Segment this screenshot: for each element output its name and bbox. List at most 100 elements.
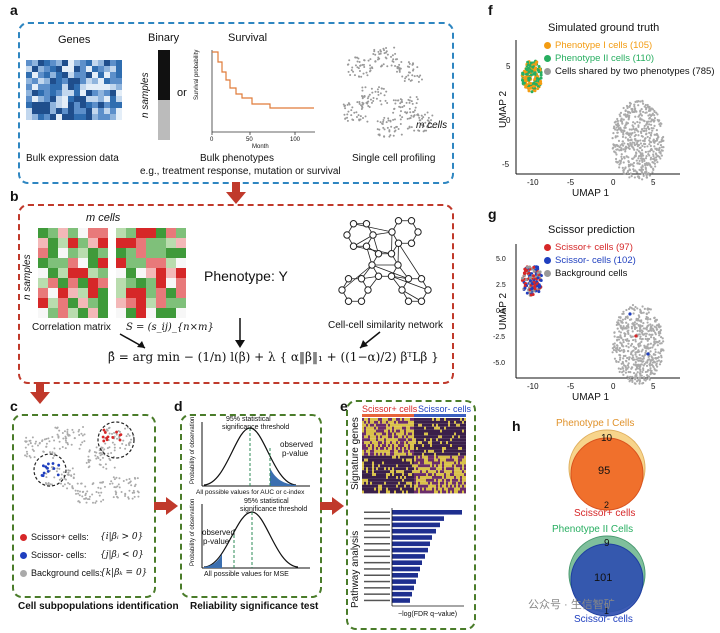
single-cell-label: Single cell profiling — [352, 153, 436, 164]
c-legend-dot — [20, 552, 27, 560]
panel-label-h: h — [512, 418, 521, 434]
c-legend-item: Background cells: {k|βₖ = 0} — [20, 568, 147, 578]
g-xtick-neg5: -5 — [567, 382, 575, 391]
f-ytick-5: 5 — [506, 62, 511, 71]
venn-bottom — [568, 535, 646, 617]
n-samples-label-a: n samples — [140, 72, 151, 118]
panel-label-e: e — [340, 398, 348, 414]
d-top-ylabel: Probability of observation — [190, 416, 196, 484]
c-legend-formula: {i|βᵢ > 0} — [100, 532, 144, 542]
f-ytick-0: 0 — [506, 116, 511, 125]
or-label: or — [177, 87, 187, 99]
legend-label: Cells shared by two phenotypes (785) — [555, 66, 715, 77]
c-legend-label: Scissor- cells: — [31, 550, 87, 560]
pathway-xlabel: −log(FDR q−value) — [398, 611, 458, 618]
signature-genes-label: Signature genes — [350, 417, 361, 490]
legend-dot — [544, 41, 551, 49]
g-ytick-neg5: -5.0 — [493, 360, 506, 367]
legend-label: Scissor+ cells (97) — [555, 242, 633, 253]
significance-plot-top — [201, 422, 310, 487]
legend-label: Phenotype I cells (105) — [555, 40, 653, 51]
scissor-tsne-plot — [24, 421, 140, 504]
binary-title: Binary — [148, 32, 180, 44]
d-top-xlabel: All possible values for AUC or c-index — [196, 489, 305, 496]
n-samples-label-b: n samples — [22, 254, 33, 300]
bulk-expression-heatmap — [26, 60, 122, 120]
panel-c-caption: Cell subpopulations identification — [18, 601, 179, 612]
arrow-d-to-e — [320, 497, 344, 515]
legend-dot — [544, 67, 551, 75]
h-bottom-title: Phenotype II Cells — [552, 524, 634, 535]
legend-dot — [544, 54, 551, 62]
d-bot-annot2: significance threshold — [240, 506, 308, 513]
single-cell-tsne — [342, 46, 434, 138]
arrow-a-to-b — [226, 182, 246, 204]
survival-curve-plot — [211, 50, 315, 135]
d-top-obs1: observed — [280, 440, 313, 449]
d-bot-obs2: p-value — [203, 537, 230, 546]
bulk-expression-label: Bulk expression data — [26, 153, 119, 164]
g-title: Scissor prediction — [548, 224, 635, 236]
d-bot-ylabel: Probability of observation — [190, 498, 196, 566]
f-title: Simulated ground truth — [548, 22, 660, 34]
arrow-b-to-c — [30, 382, 50, 404]
network-label: Cell-cell similarity network — [328, 320, 444, 331]
survival-xlabel: Month — [252, 144, 269, 150]
g-xlabel: UMAP 1 — [572, 392, 610, 403]
legend-label: Phenotype II cells (110) — [555, 53, 655, 64]
c-legend-formula: {k|βₖ = 0} — [100, 568, 148, 578]
c-legend-item: Scissor+ cells: {i|βᵢ > 0} — [20, 532, 143, 542]
panel-label-d: d — [174, 398, 183, 414]
gLegend-item: Scissor- cells (102) — [544, 255, 636, 266]
gLegend-item: Scissor+ cells (97) — [544, 242, 633, 253]
signature-genes-heatmap — [362, 414, 466, 494]
correlation-matrix-label: Correlation matrix — [32, 322, 111, 333]
m-cells-label-a: m cells — [416, 120, 448, 131]
fLegend-item: Cells shared by two phenotypes (785) — [544, 66, 714, 77]
survival-ylabel: Survival probability — [194, 49, 200, 100]
phenotype-y-label: Phenotype: Y — [204, 268, 288, 284]
gLegend-item: Background cells — [544, 268, 627, 279]
g-xtick-neg10: -10 — [527, 382, 539, 391]
cell-similarity-network — [338, 217, 432, 305]
legend-label: Scissor- cells (102) — [555, 255, 636, 266]
legend-label: Background cells — [555, 268, 628, 279]
h-top-bottom: 2 — [604, 500, 610, 510]
g-ytick-0: 0.0 — [496, 308, 506, 315]
scissor-equation: β̂ = arg min − (1/n) l(β) + λ { α‖β‖₁ + … — [108, 350, 439, 364]
arrow-c-to-d — [154, 497, 178, 515]
f-umap-plot — [515, 40, 680, 181]
binary-phenotype-bar — [158, 50, 170, 140]
f-xtick-0: 0 — [611, 178, 616, 187]
s-formula: S = (s_ij)_{n×m} — [126, 322, 214, 333]
h-top-caption: Scissor+ cells — [574, 508, 636, 519]
c-legend-dot — [20, 570, 27, 578]
c-legend-formula: {j|βⱼ < 0} — [100, 550, 144, 560]
d-bot-annot1: 95% statistical — [244, 498, 289, 505]
c-legend-item: Scissor- cells: {j|βⱼ < 0} — [20, 550, 144, 560]
panel-label-c: c — [10, 398, 18, 414]
correlation-matrix-1 — [38, 228, 108, 318]
h-top-title: Phenotype I Cells — [556, 418, 635, 429]
pathway-analysis-label: Pathway analysis — [350, 530, 361, 608]
watermark-text: 公众号 · 生信智矿 — [528, 599, 615, 611]
panel-label-b: b — [10, 188, 19, 204]
e-scissor-minus-label: Scissor- cells — [418, 404, 472, 414]
venn-top — [568, 429, 646, 511]
f-xtick-neg10: -10 — [527, 178, 539, 187]
panel-label-f: f — [488, 2, 493, 18]
panel-label-g: g — [488, 206, 497, 222]
h-bottom-overlap: 101 — [594, 572, 613, 584]
fLegend-item: Phenotype I cells (105) — [544, 40, 652, 51]
pathway-bar-chart — [364, 508, 464, 607]
correlation-matrix-2 — [116, 228, 186, 318]
panel-e-frame — [346, 400, 476, 630]
f-xtick-neg5: -5 — [567, 178, 575, 187]
f-xlabel: UMAP 1 — [572, 188, 610, 199]
h-bottom-bottom: 1 — [604, 606, 610, 616]
g-ytick-neg2-5: -2.5 — [493, 334, 506, 341]
genes-title: Genes — [58, 34, 91, 46]
d-bot-obs1: observed — [202, 528, 235, 537]
equation-arrows — [119, 318, 381, 349]
h-top-only: 10 — [601, 433, 613, 444]
